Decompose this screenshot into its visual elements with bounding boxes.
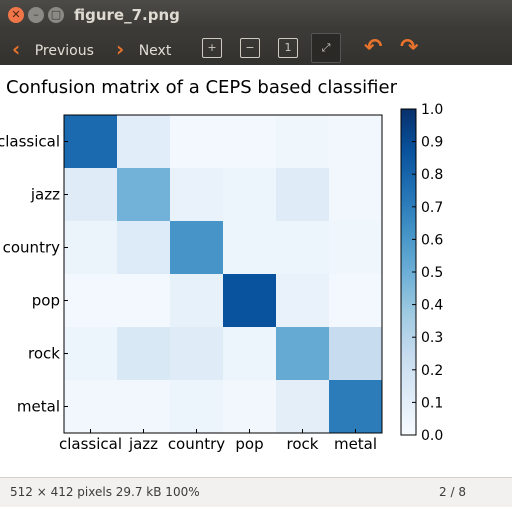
- confusion-matrix-chart: Confusion matrix of a CEPS based classif…: [0, 77, 443, 453]
- matrix-cell: [223, 380, 276, 433]
- matrix-cell: [223, 274, 276, 327]
- matrix-cell: [329, 327, 382, 380]
- zoom-in-icon[interactable]: +: [202, 38, 222, 58]
- matrix-cell: [276, 168, 329, 221]
- row-label: metal: [17, 398, 60, 416]
- col-label: rock: [287, 435, 319, 453]
- matrix-cell: [117, 274, 170, 327]
- plot-frame: [63, 114, 383, 434]
- matrix-cell: [64, 115, 117, 168]
- matrix-cell: [329, 380, 382, 433]
- matrix-cell: [64, 168, 117, 221]
- matrix-cell: [117, 380, 170, 433]
- fit-page-icon[interactable]: 1: [278, 38, 298, 58]
- image-info: 512 × 412 pixels 29.7 kB 100%: [10, 485, 200, 499]
- maximize-icon[interactable]: □: [48, 7, 64, 23]
- next-button[interactable]: › Next: [116, 31, 171, 65]
- matrix-cell: [64, 274, 117, 327]
- colorbar-tick-label: 0.8: [421, 167, 443, 183]
- matrix-cell: [170, 380, 223, 433]
- colorbar-tick-label: 0.5: [421, 265, 443, 281]
- matrix-cell: [276, 274, 329, 327]
- rotate-left-icon[interactable]: ↶: [364, 35, 383, 60]
- matrix-cell: [64, 380, 117, 433]
- col-label: country: [168, 435, 225, 453]
- matrix-cell: [276, 115, 329, 168]
- matrix-cell: [117, 221, 170, 274]
- matrix-cell: [329, 221, 382, 274]
- matrix-cell: [223, 221, 276, 274]
- matrix-cell: [276, 380, 329, 433]
- title-bar: ✕ – □ figure_7.png: [0, 0, 512, 31]
- colorbar-tick-label: 0.6: [421, 232, 443, 248]
- matrix-cell: [170, 115, 223, 168]
- matrix-cell: [117, 115, 170, 168]
- matrix-cell: [117, 327, 170, 380]
- chevron-right-icon: ›: [116, 37, 125, 61]
- matrix-cell: [170, 327, 223, 380]
- matrix-cell: [170, 168, 223, 221]
- matrix-cell: [170, 221, 223, 274]
- colorbar-tick-label: 0.7: [421, 200, 443, 216]
- colorbar-tick-label: 0.9: [421, 135, 443, 151]
- row-label: pop: [32, 292, 60, 310]
- matrix-cell: [223, 115, 276, 168]
- chevron-left-icon: ‹: [12, 37, 21, 61]
- page-indicator: 2 / 8: [439, 485, 466, 499]
- matrix-cell: [329, 115, 382, 168]
- matrix-cell: [276, 327, 329, 380]
- col-label: pop: [235, 435, 263, 453]
- matrix-cell: [223, 168, 276, 221]
- matrix-cell: [64, 221, 117, 274]
- zoom-out-icon[interactable]: −: [240, 38, 260, 58]
- rotate-right-icon[interactable]: ↷: [400, 35, 419, 60]
- colorbar-tick-label: 0.2: [421, 363, 443, 379]
- next-label: Next: [138, 43, 172, 59]
- matrix-cell: [170, 274, 223, 327]
- row-label: jazz: [30, 186, 60, 204]
- row-label: classical: [0, 133, 60, 151]
- col-label: metal: [334, 435, 377, 453]
- row-label: country: [3, 239, 60, 257]
- matrix-cell: [223, 327, 276, 380]
- matrix-cell: [117, 168, 170, 221]
- matrix-cell: [64, 327, 117, 380]
- previous-button[interactable]: ‹ Previous: [12, 31, 94, 65]
- minimize-icon[interactable]: –: [28, 7, 44, 23]
- matrix-cell: [276, 221, 329, 274]
- window-title: figure_7.png: [74, 6, 180, 24]
- best-fit-icon[interactable]: ⤢: [311, 33, 341, 63]
- col-label: classical: [59, 435, 122, 453]
- chart-title: Confusion matrix of a CEPS based classif…: [6, 77, 398, 98]
- colorbar-tick-label: 0.0: [421, 428, 443, 444]
- colorbar-tick-label: 0.1: [421, 395, 443, 411]
- matrix-cell: [329, 168, 382, 221]
- row-label: rock: [28, 345, 60, 363]
- colorbar-tick-label: 0.3: [421, 330, 443, 346]
- col-label: jazz: [128, 435, 158, 453]
- matrix-cell: [329, 274, 382, 327]
- toolbar: ‹ Previous › Next + − 1 ⤢ ↶ ↷: [0, 31, 512, 65]
- colorbar-tick-label: 1.0: [421, 102, 443, 118]
- image-canvas: Confusion matrix of a CEPS based classif…: [0, 65, 512, 477]
- close-icon[interactable]: ✕: [8, 7, 24, 23]
- colorbar-tick-label: 0.4: [421, 298, 443, 314]
- status-bar: 512 × 412 pixels 29.7 kB 100% 2 / 8: [0, 477, 512, 507]
- previous-label: Previous: [34, 43, 94, 59]
